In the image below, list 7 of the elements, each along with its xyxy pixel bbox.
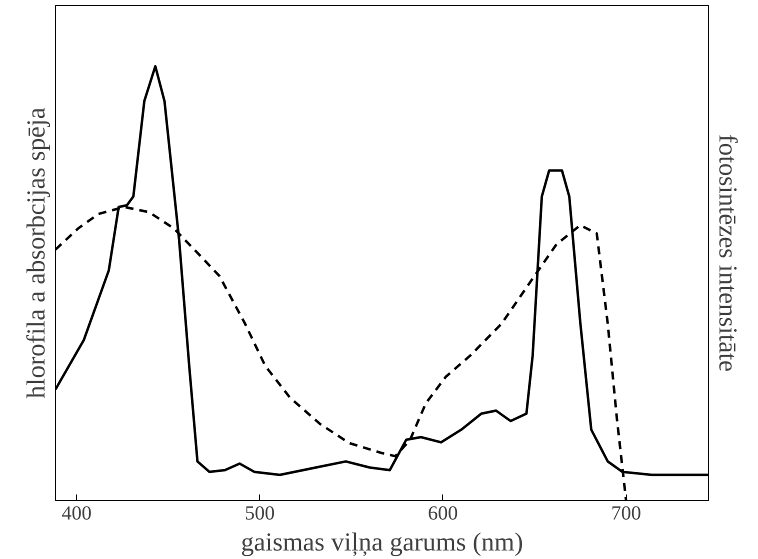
x-tick-label: 400 xyxy=(62,502,92,524)
x-axis-title: gaismas viļņa garums (nm) xyxy=(240,528,524,556)
x-tick-label: 600 xyxy=(428,502,458,524)
y2-axis-title: fotosintēzes intensitāte xyxy=(714,134,742,372)
y-axis-title: hlorofila a absorbcijas spēja xyxy=(22,107,50,398)
x-tick-label: 500 xyxy=(244,502,275,524)
x-tick-label: 700 xyxy=(611,502,642,524)
